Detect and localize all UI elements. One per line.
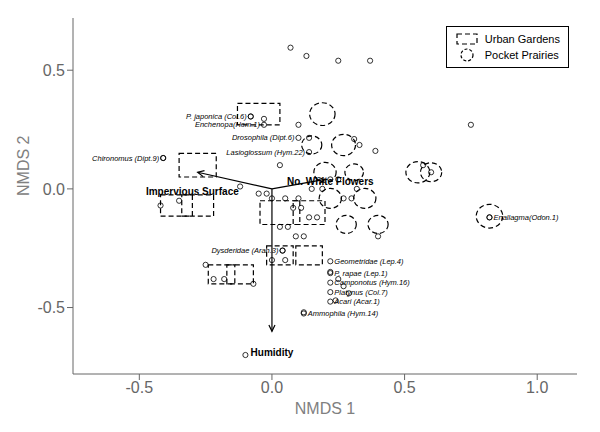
html-text:Urban Gardens: Urban Gardens (484, 33, 560, 45)
svg-text:0.5: 0.5 (393, 379, 415, 396)
svg-text:Geometridae (Lep.4): Geometridae (Lep.4) (334, 257, 404, 266)
svg-text:P. rapae (Lep.1): P. rapae (Lep.1) (334, 269, 388, 278)
svg-text:Camponotus (Hym.16): Camponotus (Hym.16) (334, 278, 410, 287)
svg-text:0.0: 0.0 (43, 181, 65, 198)
svg-text:Enchenopa(Hem.1): Enchenopa(Hem.1) (195, 120, 261, 129)
svg-text:P. japonica (Col.6): P. japonica (Col.6) (186, 112, 247, 121)
svg-text:1.0: 1.0 (526, 379, 548, 396)
svg-text:Humidity: Humidity (251, 347, 294, 358)
svg-text:Dysderidae (Aran.3): Dysderidae (Aran.3) (211, 246, 279, 255)
svg-text:NMDS 2: NMDS 2 (15, 135, 32, 196)
svg-text:-0.5: -0.5 (37, 299, 65, 316)
svg-text:0.0: 0.0 (261, 379, 283, 396)
svg-text:Impervious Surface: Impervious Surface (146, 186, 239, 197)
svg-text:Chironomus (Dipt.9): Chironomus (Dipt.9) (92, 154, 160, 163)
svg-text:Lasioglossum (Hym.22): Lasioglossum (Hym.22) (226, 148, 305, 157)
svg-text:Enallagma(Odon.1): Enallagma(Odon.1) (493, 213, 559, 222)
svg-text:Ammophila (Hym.14): Ammophila (Hym.14) (307, 309, 379, 318)
html-text:Pocket Prairies: Pocket Prairies (484, 49, 559, 61)
svg-text:0.5: 0.5 (43, 62, 65, 79)
svg-text:No. White Flowers: No. White Flowers (287, 176, 374, 187)
svg-text:-0.5: -0.5 (126, 379, 154, 396)
svg-text:NMDS 1: NMDS 1 (295, 400, 356, 417)
svg-text:Acari (Acar.1): Acari (Acar.1) (333, 297, 380, 306)
svg-text:Platynus (Col.7): Platynus (Col.7) (334, 288, 388, 297)
svg-text:Drosophila (Dipt.6): Drosophila (Dipt.6) (232, 133, 295, 142)
